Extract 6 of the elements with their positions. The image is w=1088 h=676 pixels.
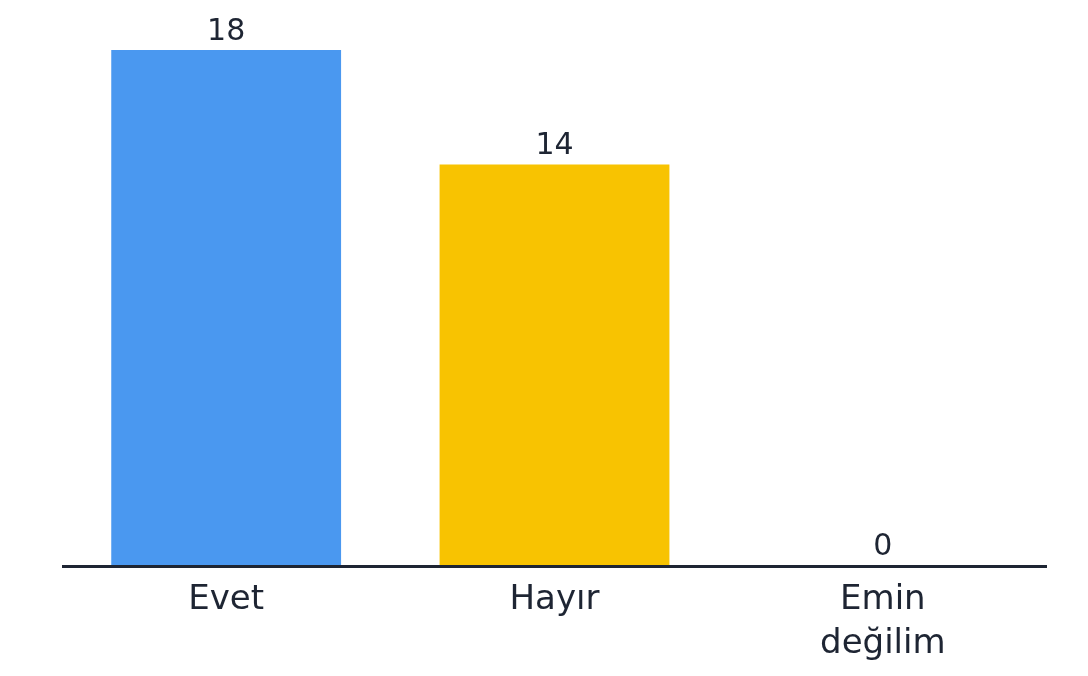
data-label: 14 [535,126,574,162]
data-label: 18 [207,12,246,47]
x-tick-label: Emin değilim [820,576,946,661]
data-label: 0 [873,527,893,562]
x-tick-label: Hayır [509,576,600,617]
x-tick-label: Evet [188,576,265,617]
